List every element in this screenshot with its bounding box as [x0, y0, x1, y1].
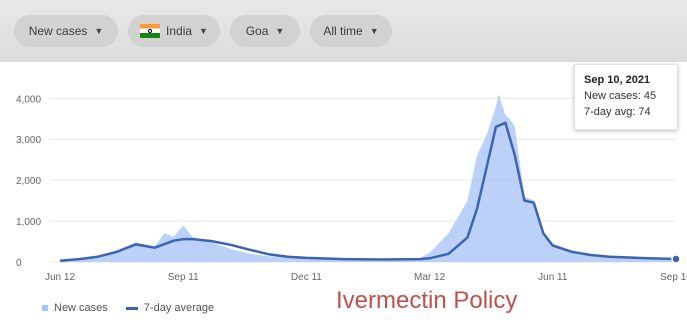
- hover-tooltip: Sep 10, 2021 New cases: 45 7-day avg: 74: [574, 64, 678, 130]
- hover-point: [671, 254, 681, 264]
- seven-day-average-line: [59, 121, 677, 263]
- chevron-down-icon: ▼: [369, 26, 379, 36]
- new-cases-swatch: [42, 305, 48, 311]
- x-tick-label: Jun 11: [538, 272, 568, 283]
- tooltip-average: 7-day avg: 74: [584, 106, 651, 118]
- metric-dropdown-label: New cases: [28, 24, 88, 38]
- region-dropdown-label: Goa: [245, 24, 269, 38]
- tooltip-new-cases: New cases: 45: [584, 90, 657, 102]
- range-dropdown[interactable]: All time ▼: [310, 15, 392, 47]
- chart-legend: New cases 7-day average: [42, 300, 214, 316]
- india-flag-icon: [140, 24, 161, 38]
- chevron-down-icon: ▼: [275, 26, 285, 36]
- hover-marker: [671, 254, 681, 264]
- new-cases-series: [60, 94, 676, 262]
- y-tick-label: 4,000: [16, 94, 41, 105]
- x-tick-label: Jun 12: [45, 272, 75, 283]
- x-tick-label: Dec 11: [291, 272, 322, 283]
- range-dropdown-label: All time: [323, 24, 363, 38]
- country-dropdown-label: India: [166, 24, 193, 38]
- metric-dropdown[interactable]: New cases ▼: [14, 15, 118, 47]
- average-swatch: [125, 306, 138, 310]
- legend-new-cases[interactable]: New cases: [54, 302, 108, 314]
- chevron-down-icon: ▼: [199, 26, 208, 36]
- filter-toolbar: New cases ▼ India ▼ Goa ▼ All time ▼: [0, 0, 687, 62]
- y-tick-label: 2,000: [16, 176, 41, 187]
- region-dropdown[interactable]: Goa ▼: [230, 15, 300, 47]
- y-tick-label: 0: [16, 258, 22, 269]
- x-tick-label: Sep 11: [168, 272, 199, 283]
- x-tick-label: Sep 10: [660, 272, 687, 283]
- tooltip-date: Sep 10, 2021: [584, 74, 651, 86]
- overlay-annotation: Ivermectin Policy: [336, 287, 518, 314]
- chevron-down-icon: ▼: [94, 26, 104, 36]
- x-tick-label: Mar 12: [414, 272, 446, 283]
- seven-day-average-series: [59, 121, 677, 263]
- new-cases-area: [60, 94, 676, 262]
- y-axis-ticks: 0 1,000 2,000 3,000 4,000: [16, 94, 41, 269]
- country-dropdown[interactable]: India ▼: [128, 15, 220, 47]
- y-tick-label: 3,000: [16, 135, 41, 146]
- legend-average[interactable]: 7-day average: [143, 302, 215, 314]
- y-tick-label: 1,000: [16, 217, 41, 228]
- x-axis-ticks: Jun 12 Sep 11 Dec 11 Mar 12 Jun 11 Sep 10: [45, 272, 687, 283]
- cases-chart[interactable]: 0 1,000 2,000 3,000 4,000 Jun 12 Sep 11 Dec 11…: [0, 62, 687, 292]
